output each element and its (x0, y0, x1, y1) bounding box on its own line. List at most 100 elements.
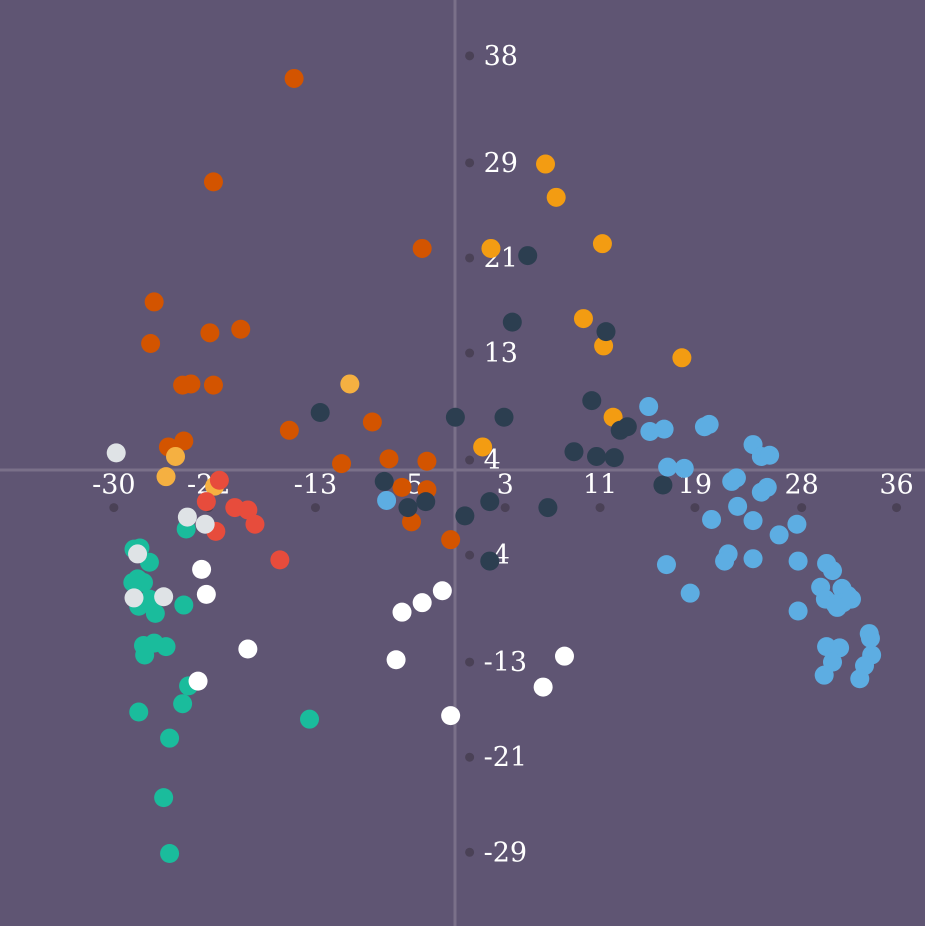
data-point (174, 595, 194, 615)
x-tick-mark (892, 503, 902, 513)
data-point (156, 467, 176, 487)
data-point (441, 530, 461, 550)
axis-ticks: -30-22-13-5311192836382921134-4-13-21-29 (92, 41, 914, 868)
data-point (196, 584, 216, 604)
data-point (455, 506, 475, 526)
data-point (823, 561, 842, 581)
data-point (658, 457, 678, 477)
data-point (386, 650, 406, 670)
data-point (674, 458, 694, 478)
data-point (196, 492, 216, 512)
data-point (124, 588, 144, 608)
data-point (173, 694, 193, 714)
data-point (195, 514, 215, 534)
x-tick-mark (797, 503, 807, 513)
y-tick-label: -21 (484, 742, 527, 773)
data-point (156, 637, 176, 657)
data-point (160, 843, 180, 863)
data-point (604, 448, 624, 468)
data-point (445, 407, 465, 427)
data-point (481, 238, 501, 258)
x-tick-label: 36 (879, 470, 913, 501)
data-point (533, 677, 553, 697)
data-point (209, 470, 229, 490)
series-5 (196, 470, 290, 570)
x-tick-label: 11 (583, 470, 617, 501)
data-point (480, 492, 500, 512)
data-point (310, 402, 330, 422)
data-point (128, 544, 148, 564)
scatter-points (106, 68, 882, 863)
data-point (106, 443, 126, 463)
data-point (587, 446, 607, 466)
data-point (231, 319, 251, 339)
data-point (238, 500, 258, 520)
data-point (374, 471, 394, 491)
data-point (850, 669, 870, 689)
data-point (177, 507, 197, 527)
data-point (787, 514, 807, 534)
series-3 (310, 246, 673, 571)
data-point (188, 671, 208, 691)
data-point (398, 498, 418, 518)
data-point (518, 246, 538, 266)
data-point (726, 468, 746, 488)
data-point (699, 414, 719, 434)
data-point (728, 496, 748, 516)
data-point (715, 551, 735, 571)
data-point (594, 336, 614, 356)
data-point (480, 551, 500, 571)
data-point (760, 445, 780, 465)
data-point (129, 702, 149, 722)
x-tick-mark (500, 503, 510, 513)
data-point (203, 375, 223, 395)
y-tick-label: 13 (484, 338, 518, 369)
data-point (656, 555, 676, 575)
data-point (392, 477, 412, 497)
data-point (160, 728, 180, 748)
data-point (377, 490, 397, 510)
data-point (192, 559, 212, 579)
x-tick-mark (109, 503, 119, 513)
data-point (279, 420, 299, 440)
data-point (270, 550, 290, 570)
data-point (546, 187, 566, 207)
y-tick-mark (465, 847, 475, 857)
y-tick-label: 38 (484, 41, 518, 72)
x-tick-label: -13 (294, 470, 337, 501)
data-point (238, 639, 258, 659)
data-point (596, 322, 616, 342)
data-point (640, 421, 660, 441)
data-point (141, 334, 161, 354)
x-tick-mark (310, 503, 320, 513)
y-tick-mark (465, 550, 475, 560)
data-point (174, 431, 194, 451)
y-tick-mark (465, 158, 475, 168)
data-point (379, 449, 399, 469)
data-point (200, 323, 220, 343)
data-point (245, 514, 265, 534)
data-point (769, 525, 789, 545)
data-point (564, 442, 584, 462)
data-point (538, 498, 558, 518)
y-tick-mark (465, 253, 475, 263)
data-point (653, 475, 673, 495)
data-point (672, 348, 692, 368)
data-point (592, 234, 612, 254)
data-point (123, 572, 143, 592)
data-point (402, 512, 422, 532)
data-point (284, 68, 304, 88)
y-tick-mark (465, 348, 475, 358)
data-point (154, 587, 174, 607)
data-point (340, 374, 360, 394)
data-point (154, 788, 174, 808)
data-point (135, 645, 155, 665)
data-point (554, 646, 574, 666)
data-point (412, 593, 432, 613)
series-7 (106, 443, 215, 608)
data-point (860, 628, 880, 648)
data-point (788, 551, 808, 571)
data-point (441, 706, 461, 726)
data-point (830, 638, 850, 658)
